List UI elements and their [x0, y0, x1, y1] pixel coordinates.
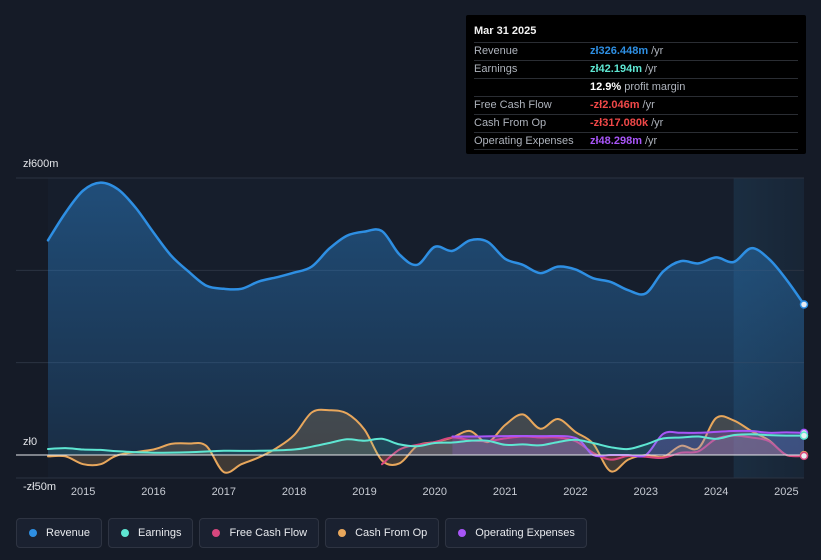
x-tick-label: 2018: [282, 486, 306, 498]
x-tick-label: 2022: [563, 486, 587, 498]
x-tick-label: 2024: [704, 486, 728, 498]
earnings-area: [48, 434, 804, 455]
earnings-end-marker: [799, 431, 809, 440]
legend-item-revenue[interactable]: Revenue: [16, 518, 103, 548]
cash-from-op-area: [48, 409, 804, 473]
x-tick-label: 2015: [71, 486, 95, 498]
x-tick-label: 2019: [352, 486, 376, 498]
tooltip-row-value: -zł317.080k: [590, 117, 649, 129]
tooltip-row-unit: /yr: [644, 63, 658, 75]
y-tick-label: -zł50m: [23, 481, 56, 493]
y-tick-label: zł600m: [23, 158, 58, 170]
tooltip-row-unit: /yr: [651, 45, 664, 57]
revenue-end-marker: [799, 300, 809, 309]
tooltip-row-label: Operating Expenses: [474, 135, 574, 147]
tooltip-row-label: Revenue: [474, 45, 519, 57]
tooltip-row: Operating Expenses zł48.298m/yr: [474, 132, 798, 150]
operating-expenses-area: [452, 430, 804, 457]
earnings-line: [47, 433, 805, 454]
legend-dot-icon: [212, 529, 221, 537]
legend-dot-icon: [29, 529, 37, 537]
x-tick-label: 2016: [141, 486, 165, 498]
x-tick-label: 2023: [634, 486, 658, 498]
legend-item-earnings[interactable]: Earnings: [108, 518, 194, 548]
revenue-line: [46, 181, 806, 306]
data-tooltip: Mar 31 2025 Revenue zł326.448m/yr Earnings…: [466, 15, 806, 154]
tooltip-row-label: [474, 79, 590, 95]
tooltip-row-unit: profit margin: [624, 81, 686, 93]
legend-label: Free Cash Flow: [229, 527, 308, 539]
tooltip-row-value: 12.9%: [590, 81, 622, 93]
legend-label: Cash From Op: [355, 527, 428, 539]
tooltip-row-value: zł42.194m: [590, 63, 642, 75]
tooltip-row: Cash From Op -zł317.080k/yr: [474, 114, 798, 131]
legend-label: Earnings: [138, 527, 182, 539]
chart-legend: Revenue Earnings Free Cash Flow Cash From O…: [16, 518, 593, 548]
tooltip-row-value: zł48.298m: [590, 135, 642, 147]
y-tick-label: zł0: [23, 436, 37, 448]
tooltip-row: Earnings zł42.194m/yr: [474, 60, 798, 77]
tooltip-row-label: Free Cash Flow: [474, 99, 552, 111]
tooltip-row-unit: /yr: [651, 117, 664, 129]
tooltip-row-unit: /yr: [644, 135, 658, 147]
tooltip-date: Mar 31 2025: [474, 25, 537, 37]
tooltip-row-label: Earnings: [474, 63, 518, 75]
revenue-area: [48, 182, 804, 455]
x-tick-label: 2021: [493, 486, 517, 498]
x-tick-label: 2017: [212, 486, 236, 498]
free-cash-flow-area: [382, 435, 804, 465]
legend-dot-icon: [121, 529, 130, 537]
tooltip-row: Revenue zł326.448m/yr: [474, 42, 798, 59]
legend-item-operating-expenses[interactable]: Operating Expenses: [445, 518, 587, 548]
tooltip-row-unit: /yr: [642, 99, 655, 111]
free-cash-flow-end-marker: [799, 451, 809, 461]
legend-dot-icon: [458, 529, 467, 537]
legend-label: Operating Expenses: [475, 527, 575, 539]
chart-area: zł600m zł0 -zł50m 2015 2016 2017 2018 2019 2020 2…: [16, 158, 809, 498]
tooltip-row-value: -zł2.046m: [590, 99, 640, 111]
x-tick-label: 2020: [423, 486, 447, 498]
tooltip-row-label: Cash From Op: [474, 117, 547, 129]
tooltip-row: 12.9% profit margin: [474, 78, 798, 95]
x-tick-label: 2025: [774, 486, 798, 498]
legend-item-free-cash-flow[interactable]: Free Cash Flow: [199, 518, 320, 548]
tooltip-row-value: zł326.448m: [590, 45, 649, 57]
legend-dot-icon: [338, 529, 347, 537]
legend-item-cash-from-op[interactable]: Cash From Op: [325, 518, 440, 548]
legend-label: Revenue: [46, 527, 91, 539]
operating-expenses-line: [451, 429, 805, 458]
tooltip-row: Free Cash Flow -zł2.046m/yr: [474, 96, 798, 113]
